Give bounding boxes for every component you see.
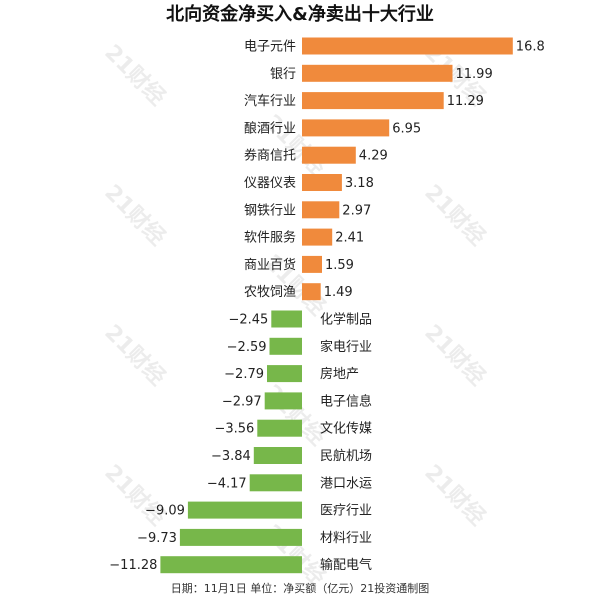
category-label-5: 券商信托 [244, 148, 296, 164]
bar-3 [302, 92, 444, 110]
watermark-4: 21财经 [99, 179, 170, 250]
bar-16 [253, 447, 302, 464]
category-label-15: 文化传媒 [320, 422, 372, 437]
value-label-5: 4.29 [359, 149, 388, 164]
category-label-6: 仪器仪表 [244, 176, 296, 191]
bar-18 [187, 501, 302, 519]
category-label-2: 银行 [270, 67, 296, 82]
watermark-5: 21财经 [419, 179, 490, 250]
bar-10 [302, 283, 321, 301]
bar-2 [302, 64, 453, 82]
value-label-20: −11.28 [109, 558, 157, 573]
value-label-18: −9.09 [145, 504, 185, 519]
value-label-8: 2.41 [335, 231, 364, 246]
value-label-9: 1.59 [325, 258, 354, 273]
category-label-14: 电子信息 [320, 393, 372, 409]
watermark-11: 21财经 [419, 459, 490, 530]
value-label-3: 11.29 [447, 94, 484, 109]
category-label-20: 输配电气 [320, 557, 372, 573]
bar-7 [302, 201, 340, 219]
value-label-4: 6.95 [392, 121, 421, 136]
bar-5 [302, 146, 356, 164]
category-label-7: 钢铁行业 [244, 203, 296, 218]
value-label-6: 3.18 [345, 176, 374, 191]
bar-13 [267, 365, 302, 383]
value-label-15: −3.56 [214, 422, 254, 437]
bar-17 [249, 474, 302, 492]
value-label-16: −3.84 [211, 449, 251, 464]
chart-title: 北向资金净买入&净卖出十大行业 [166, 3, 434, 25]
value-label-2: 11.99 [456, 67, 493, 82]
bar-12 [269, 337, 302, 355]
value-label-7: 2.97 [342, 203, 371, 218]
category-label-13: 房地产 [320, 366, 359, 382]
bar-9 [302, 255, 322, 273]
category-label-9: 商业百货 [244, 257, 296, 273]
bar-1 [302, 37, 513, 55]
chart-footer: 日期：11月1日 单位：净买额（亿元）21投资通制图 [171, 581, 430, 595]
category-label-1: 电子元件 [244, 40, 296, 55]
bar-15 [257, 419, 302, 437]
category-label-16: 民航机场 [320, 448, 372, 464]
category-label-19: 材料行业 [320, 531, 372, 546]
value-label-10: 1.49 [324, 285, 353, 300]
bar-14 [264, 392, 302, 410]
watermark-10: 21财经 [99, 459, 170, 530]
category-label-12: 家电行业 [320, 339, 372, 355]
value-label-17: −4.17 [207, 476, 247, 491]
category-label-3: 汽车行业 [244, 93, 296, 109]
value-label-12: −2.59 [227, 340, 267, 355]
watermark-9: 21财经 [259, 379, 330, 450]
value-label-14: −2.97 [222, 394, 262, 409]
watermark-1: 21财经 [99, 39, 170, 110]
category-label-10: 农牧饲渔 [244, 285, 296, 300]
value-label-13: −2.79 [224, 367, 264, 382]
category-label-4: 酿酒行业 [244, 120, 296, 136]
bar-8 [302, 228, 333, 246]
watermark-8: 21财经 [419, 319, 490, 390]
bar-6 [302, 174, 342, 191]
category-label-11: 化学制品 [320, 312, 372, 328]
category-label-18: 医疗行业 [320, 504, 372, 519]
bar-20 [160, 556, 302, 574]
bar-4 [302, 119, 390, 137]
value-label-19: −9.73 [137, 531, 177, 546]
category-label-17: 港口水运 [320, 476, 372, 491]
watermark-7: 21财经 [99, 319, 170, 390]
value-label-11: −2.45 [228, 313, 268, 328]
value-label-1: 16.8 [516, 40, 545, 55]
bar-19 [179, 528, 302, 546]
category-label-8: 软件服务 [244, 230, 296, 246]
bar-11 [271, 310, 302, 328]
bars: 电子元件 16.8 银行 11.99 汽车行业 11.29 酿酒行业 6.95 券商信托 4.29… [109, 37, 545, 574]
